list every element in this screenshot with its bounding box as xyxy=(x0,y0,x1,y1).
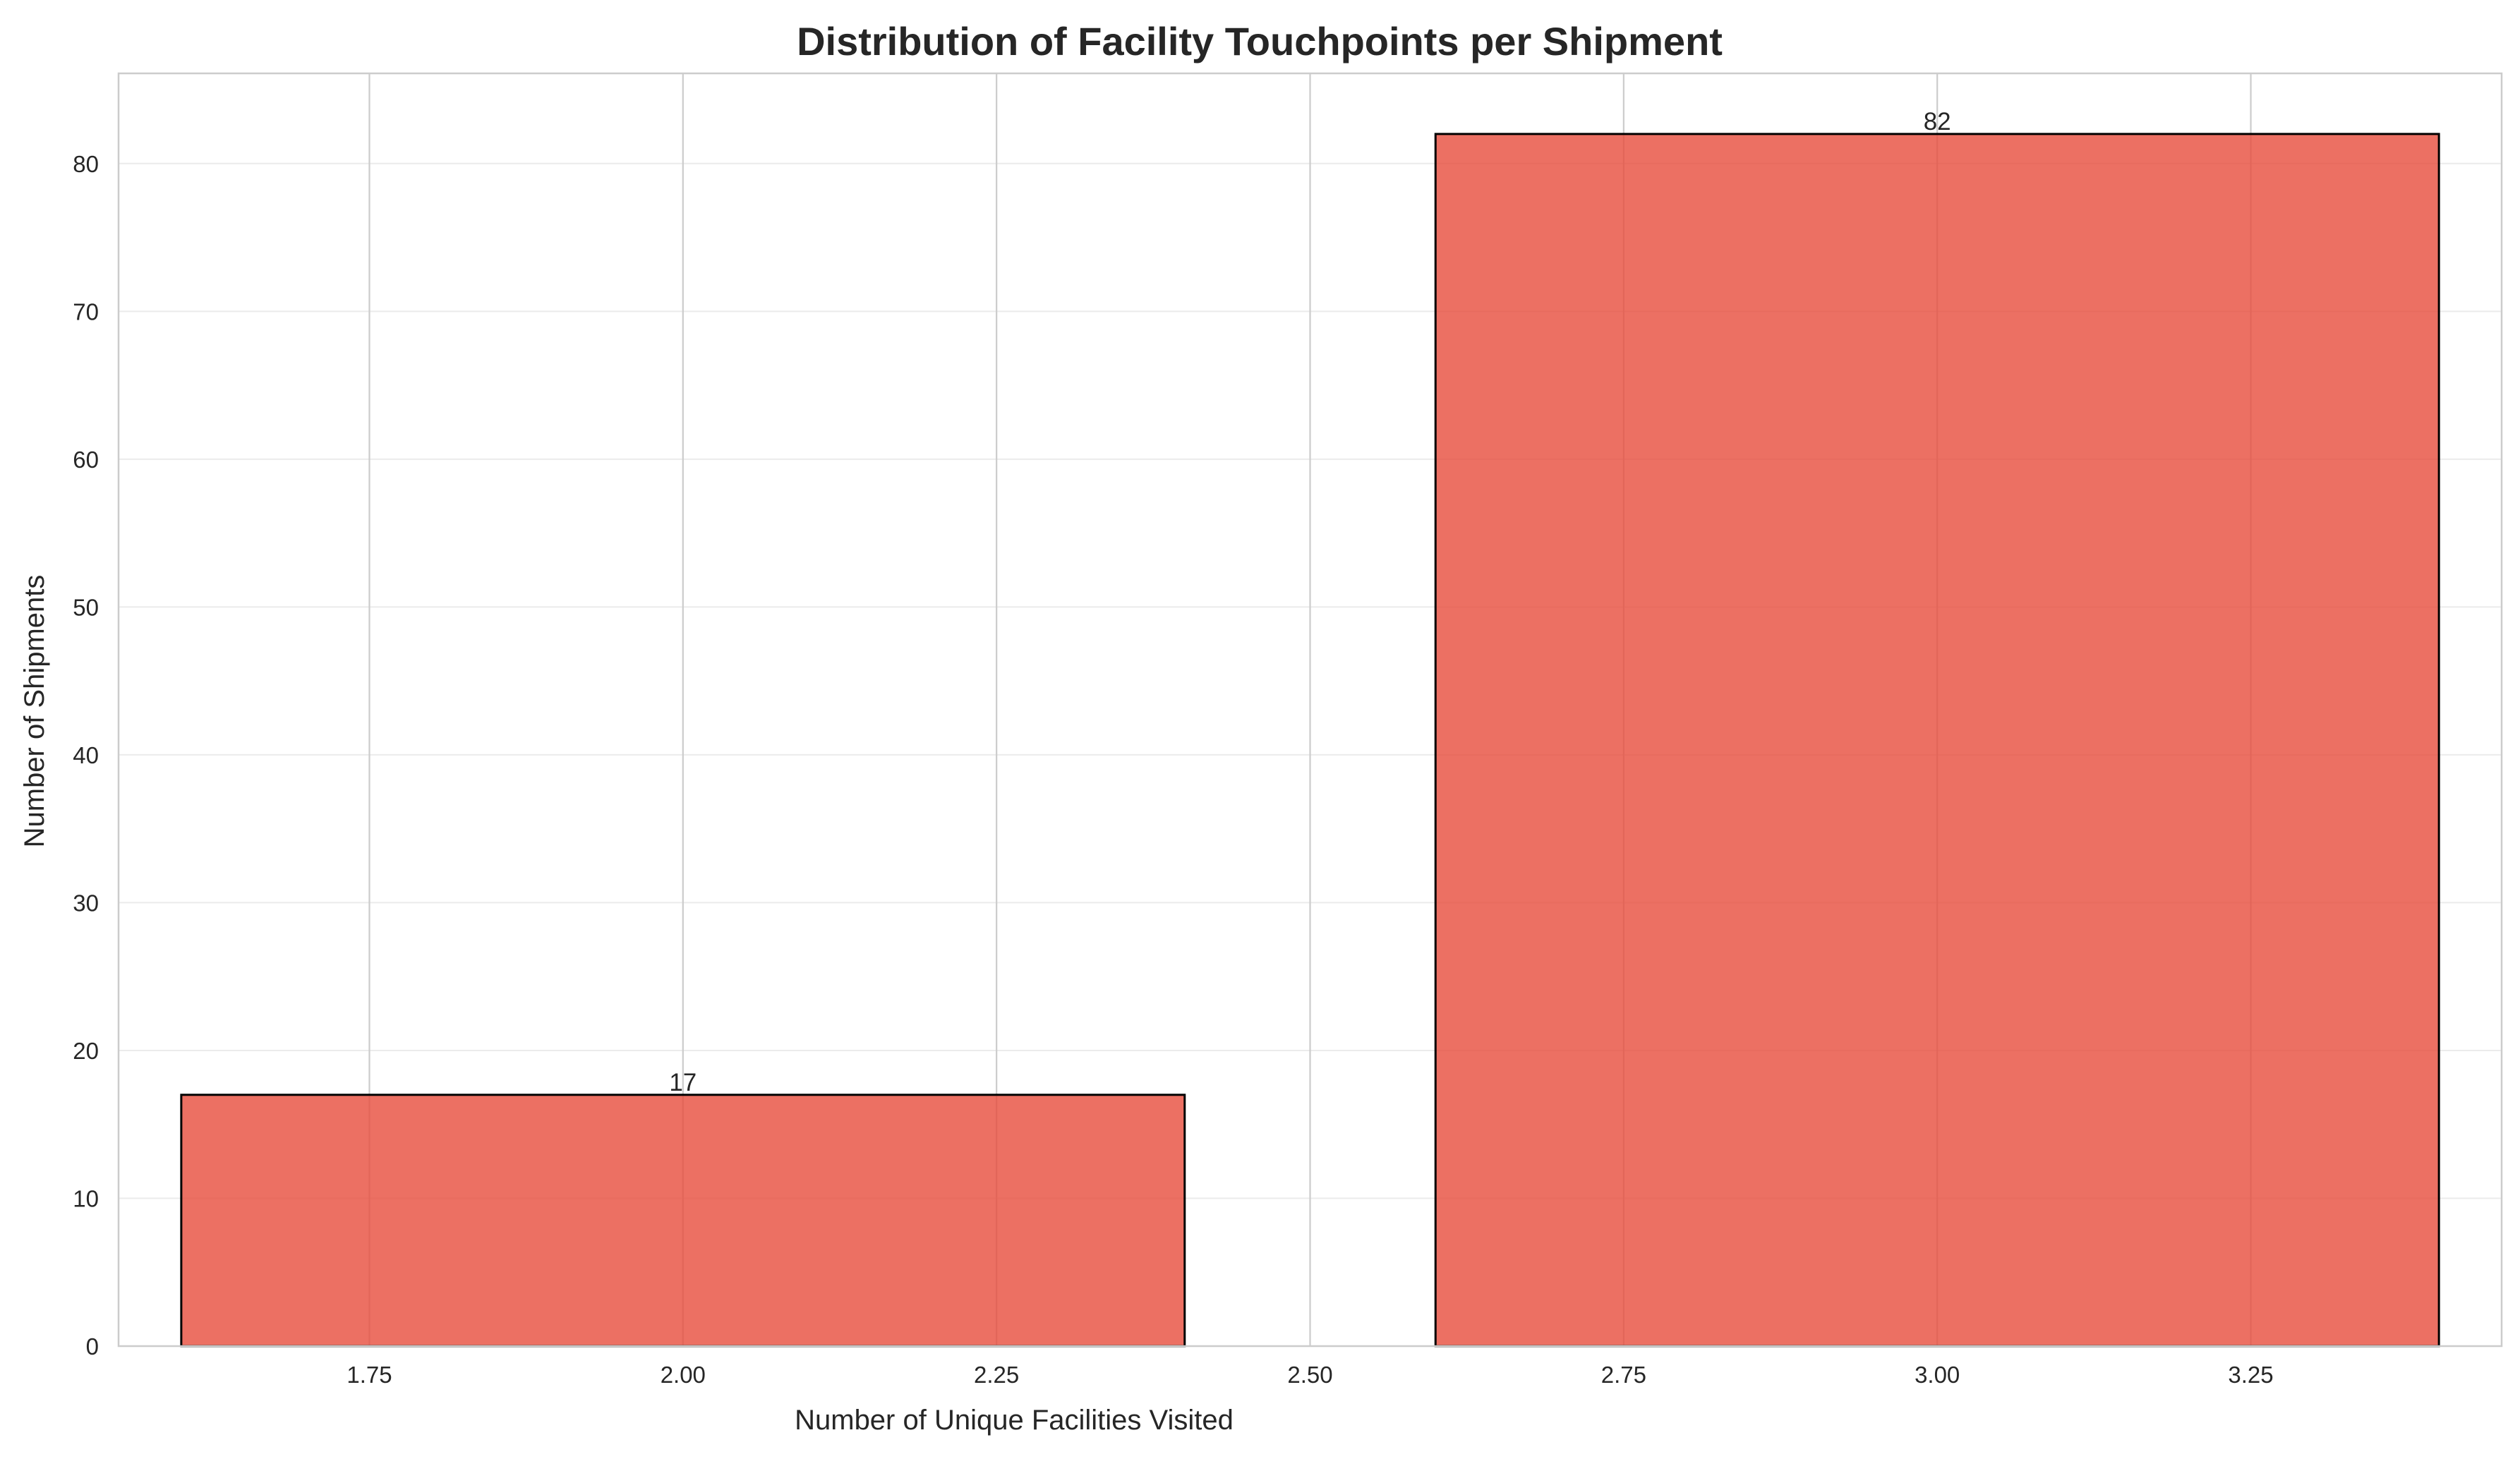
x-tick-label: 2.25 xyxy=(974,1362,1019,1388)
data-label-1: 82 xyxy=(1924,108,1951,135)
x-tick-label: 2.75 xyxy=(1601,1362,1646,1388)
y-tick-label: 20 xyxy=(73,1038,99,1064)
x-tick-label: 3.25 xyxy=(2228,1362,2273,1388)
y-tick-label: 10 xyxy=(73,1185,99,1211)
y-tick-label: 30 xyxy=(73,890,99,916)
x-tick-label: 2.50 xyxy=(1287,1362,1332,1388)
y-tick-label: 0 xyxy=(86,1333,99,1360)
bar-1 xyxy=(1434,133,2440,1348)
x-tick-label: 2.00 xyxy=(661,1362,706,1388)
y-tick-label: 40 xyxy=(73,742,99,768)
y-axis-label: Number of Shipments xyxy=(19,575,50,848)
data-label-0: 17 xyxy=(669,1069,697,1096)
x-tick-label: 1.75 xyxy=(346,1362,392,1388)
y-tick-label: 80 xyxy=(73,151,99,177)
x-axis-label: Number of Unique Facilities Visited xyxy=(795,1405,1234,1436)
plot-frame xyxy=(117,72,2503,1348)
plot-spines xyxy=(117,72,2503,1348)
y-tick-label: 70 xyxy=(73,298,99,325)
y-tick-label: 50 xyxy=(73,594,99,620)
tick-labels-layer: 1.75 2.00 2.25 2.50 2.75 3.00 3.25 0 10 20 30 40 50 6… xyxy=(73,151,2273,1388)
chart-title: Distribution of Facility Touchpoints per… xyxy=(797,19,1723,63)
x-tick-label: 3.00 xyxy=(1915,1362,1960,1388)
bar-0 xyxy=(180,1094,1186,1348)
y-tick-label: 60 xyxy=(73,447,99,473)
bars-layer xyxy=(180,133,2440,1348)
